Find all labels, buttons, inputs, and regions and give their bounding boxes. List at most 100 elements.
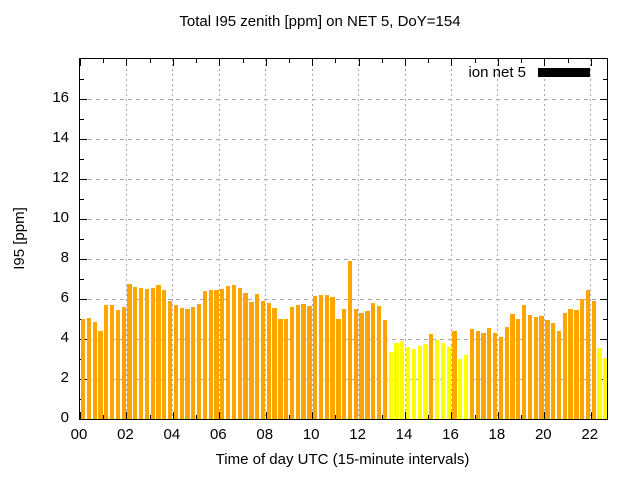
axis-tick	[603, 319, 607, 320]
bar	[510, 314, 515, 419]
bar	[284, 319, 289, 419]
bar	[492, 333, 498, 419]
axis-tick	[266, 59, 267, 66]
bar	[423, 344, 428, 419]
bar	[527, 315, 533, 419]
bar	[562, 313, 567, 419]
axis-tick	[150, 59, 151, 63]
x-tick-label: 12	[349, 426, 366, 443]
gridline-v	[125, 59, 127, 419]
bar	[167, 301, 173, 419]
axis-tick	[382, 415, 383, 419]
axis-tick	[80, 119, 84, 120]
x-tick-label: 20	[534, 426, 552, 443]
y-tick-label: 16	[52, 89, 69, 106]
bar	[104, 305, 109, 419]
axis-tick	[451, 412, 452, 419]
bar	[162, 290, 167, 419]
axis-tick	[80, 179, 87, 180]
axis-tick	[498, 59, 499, 66]
axis-tick	[335, 59, 336, 63]
bar	[80, 319, 86, 419]
bar	[318, 295, 324, 419]
bar	[556, 331, 562, 419]
bar	[591, 301, 596, 419]
axis-tick	[600, 219, 607, 220]
bar	[469, 329, 475, 419]
gridline-v	[358, 59, 360, 419]
bar	[92, 322, 97, 419]
x-tick-label: 18	[488, 426, 506, 443]
bar	[551, 323, 556, 419]
bar	[226, 286, 231, 419]
gridline-h	[80, 138, 607, 140]
axis-tick	[80, 199, 84, 200]
bar	[295, 305, 300, 419]
axis-tick	[103, 59, 104, 63]
bar	[191, 307, 196, 419]
gridline-v	[450, 59, 452, 419]
x-tick-label: 10	[302, 426, 320, 443]
bar	[382, 320, 387, 419]
bar	[98, 331, 103, 419]
axis-tick	[591, 59, 592, 66]
bar	[388, 352, 393, 419]
y-tick-label: 8	[60, 249, 69, 266]
bar	[220, 289, 225, 419]
axis-tick	[498, 412, 499, 419]
gridline-v	[590, 59, 592, 419]
gridline-h	[80, 258, 607, 260]
bar	[347, 261, 353, 419]
bar	[463, 355, 469, 419]
axis-tick	[173, 59, 174, 66]
axis-tick	[428, 59, 429, 63]
bar	[208, 290, 213, 419]
gridline-h	[80, 218, 607, 220]
bar	[127, 284, 132, 419]
axis-tick	[80, 139, 87, 140]
axis-tick	[603, 119, 607, 120]
bar	[376, 306, 382, 419]
y-tick-label: 10	[52, 209, 69, 226]
axis-tick	[312, 412, 313, 419]
gridline-v	[311, 59, 313, 419]
gridline-h	[80, 178, 607, 180]
bar	[330, 297, 335, 419]
bar	[255, 294, 260, 419]
gridline-v	[404, 59, 406, 419]
bar	[133, 287, 138, 419]
bar	[301, 304, 306, 419]
bar	[156, 285, 161, 419]
gridline-v	[172, 59, 174, 419]
x-tick-label: 22	[581, 426, 599, 443]
x-tick-label: 08	[256, 426, 274, 443]
axis-tick	[289, 415, 290, 419]
axis-tick	[405, 59, 406, 66]
axis-tick	[603, 239, 607, 240]
bar	[324, 295, 329, 419]
bar	[260, 301, 266, 419]
bar	[353, 309, 358, 419]
bar	[150, 288, 155, 419]
axis-tick	[266, 412, 267, 419]
bar	[237, 288, 242, 419]
bar	[568, 309, 573, 419]
bar	[411, 349, 417, 419]
bar	[266, 303, 271, 419]
bar	[144, 289, 150, 419]
axis-tick	[428, 415, 429, 419]
bar	[434, 340, 440, 419]
x-axis-title: Time of day UTC (15-minute intervals)	[215, 451, 470, 468]
axis-tick	[544, 59, 545, 66]
y-tick-label: 0	[60, 409, 69, 426]
axis-tick	[219, 59, 220, 66]
bar	[336, 319, 341, 419]
axis-tick	[80, 412, 81, 419]
bar	[475, 331, 480, 419]
bar	[109, 305, 115, 419]
gridline-v	[497, 59, 499, 419]
bar	[597, 348, 602, 419]
axis-tick	[475, 59, 476, 63]
axis-tick	[603, 199, 607, 200]
